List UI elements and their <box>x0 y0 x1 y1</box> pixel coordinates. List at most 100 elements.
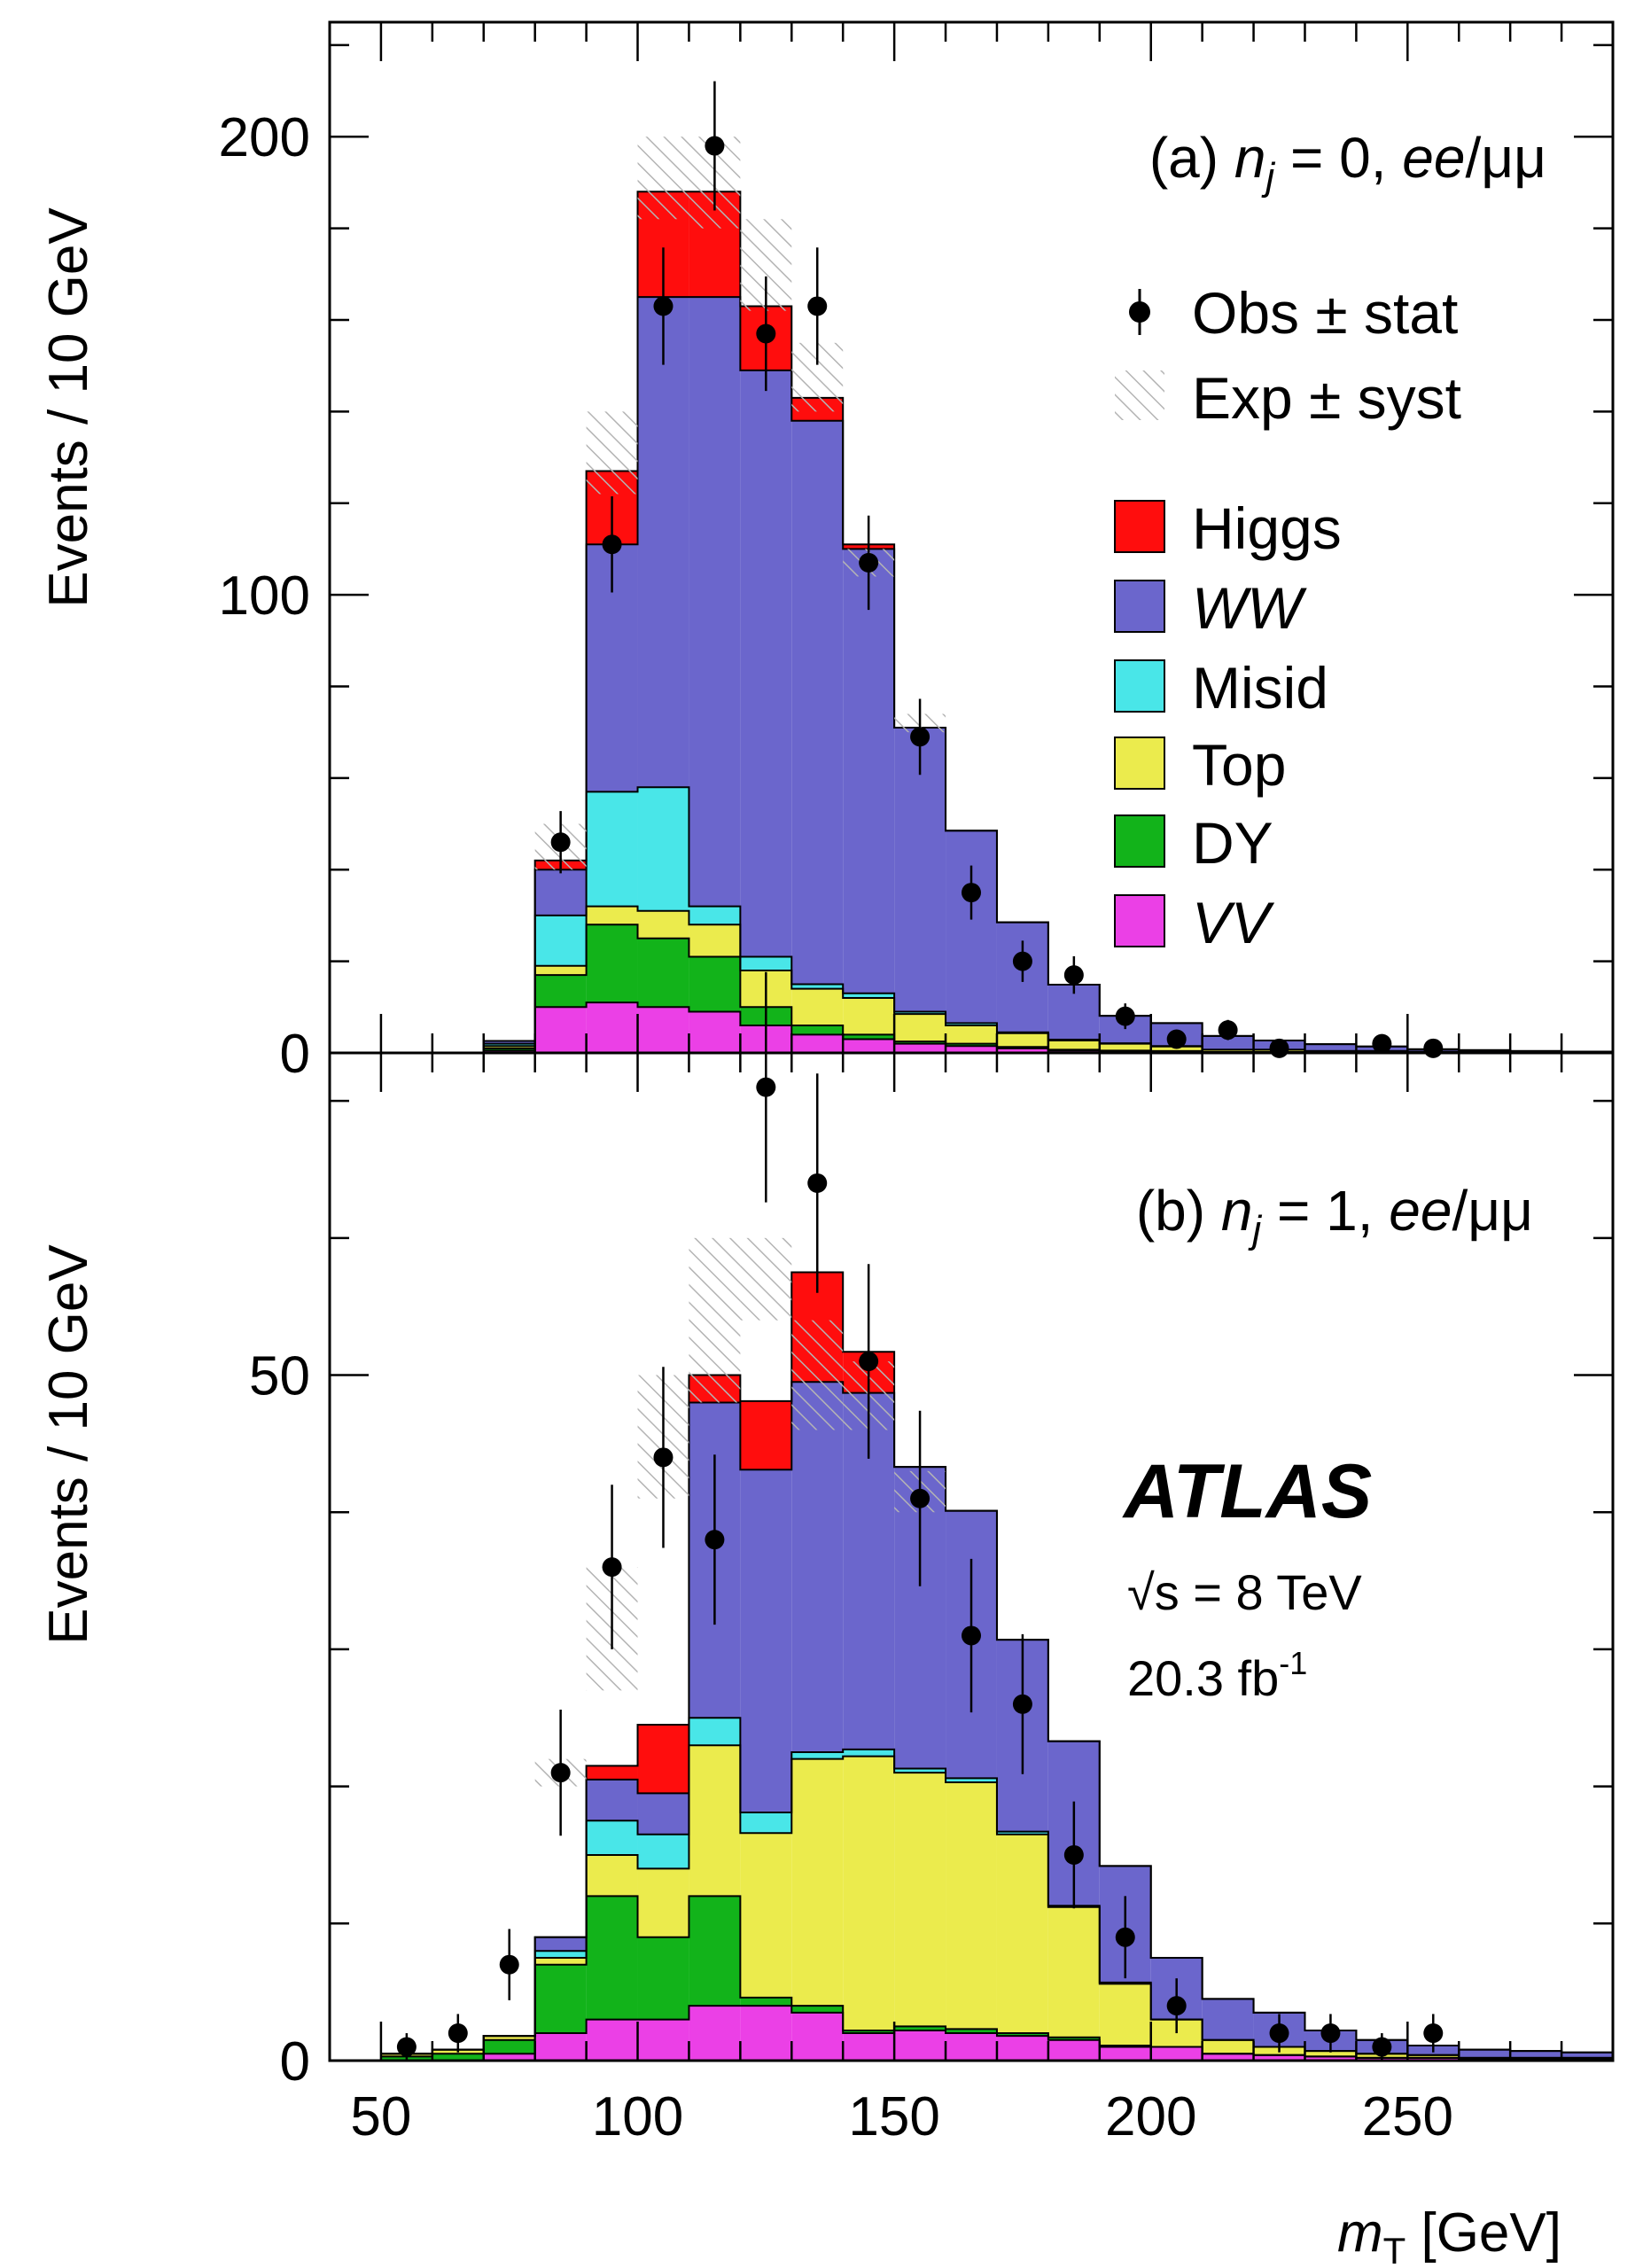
panel-b-data-point <box>1166 1996 1187 2016</box>
legend-label-higgs: Higgs <box>1192 495 1342 561</box>
panel-b-x-tick-label: 150 <box>848 2086 939 2147</box>
panel-a-top-bar <box>946 1025 997 1044</box>
panel-b-misid-bar <box>843 1749 895 1757</box>
panel-a-misid-bar <box>894 1011 946 1015</box>
panel-a-data-point <box>807 296 828 316</box>
legend-item-vv: VV <box>1114 890 1275 955</box>
legend-swatch-ww <box>1114 580 1165 633</box>
panel-b-syst-band-bin <box>791 1320 844 1430</box>
panel-a-ww-bar <box>483 1040 535 1044</box>
legend-label-syst: Exp ± syst <box>1192 365 1461 431</box>
legend-item-obs: Obs ± stat <box>1129 280 1458 346</box>
panel-b-top-bar <box>1047 1906 1100 2038</box>
panel-b-ww-bar <box>534 1937 587 1952</box>
panel-b-data-point <box>1012 1694 1032 1714</box>
legend-item-higgs: Higgs <box>1114 495 1342 561</box>
panel-b-data-point <box>550 1763 571 1783</box>
panel-a-y-tick-label: 200 <box>219 107 310 168</box>
panel-b-top-bar <box>1407 2054 1460 2058</box>
panel-b-vv-bar <box>996 2036 1048 2061</box>
panel-b-data-point <box>705 1530 725 1550</box>
panel-a-vv-bar <box>637 1007 689 1053</box>
panel-a-top-bar <box>534 965 587 976</box>
panel-b-ww-bar <box>1459 2049 1511 2058</box>
legend-item-dy: DY <box>1114 810 1273 876</box>
panel-b-misid-bar <box>740 1812 792 1834</box>
panel-b-ticks <box>330 1053 1613 2062</box>
panel-b-data-point <box>962 1625 981 1646</box>
panel-a-dy-bar <box>534 975 587 1008</box>
panel-a-top-bar <box>996 1033 1048 1048</box>
panel-a-misid-bar <box>483 1043 535 1047</box>
legend-swatch-higgs <box>1114 500 1165 553</box>
panel-b-ww-bar <box>637 1793 689 1835</box>
panel-a-dy-bar <box>689 956 741 1012</box>
panel-a-syst-band-bin <box>586 411 638 495</box>
panel-b-dy-bar <box>586 1896 638 2020</box>
panel-a-vv-bar <box>534 1007 587 1053</box>
panel-b-data-point <box>396 2037 417 2057</box>
panel-a-top-bar <box>894 1014 946 1042</box>
panel-b-vv-bar <box>637 2019 689 2061</box>
panel-a-data-point <box>1115 1006 1135 1026</box>
panel-b-ww-bar <box>1202 1999 1254 2040</box>
panel-a-ticks <box>330 22 1613 1055</box>
panel-a-misid-bar <box>843 993 895 998</box>
panel-a-y-tick-label: 100 <box>219 565 310 627</box>
panel-a-data-point <box>705 136 725 156</box>
panel-b-vv-bar <box>894 2030 946 2061</box>
panel-a-vv-bar <box>894 1043 946 1053</box>
panel-b-top-bar <box>894 1773 946 2027</box>
panel-b-misid-bar <box>996 1831 1048 1835</box>
panel-b-top-bar <box>689 1745 741 1897</box>
panel-b-vv-bar <box>534 2033 587 2061</box>
panel-b-top-bar <box>1099 1984 1151 2046</box>
legend-item-syst: Exp ± syst <box>1115 365 1461 431</box>
panel-a-misid-bar <box>689 906 741 925</box>
panel-b-frame <box>328 1051 1615 2062</box>
legend-swatch-top <box>1114 737 1165 790</box>
panel-b-top-bar <box>1202 2039 1254 2054</box>
legend-label-misid: Misid <box>1192 655 1328 721</box>
legend-item-misid: Misid <box>1114 655 1328 721</box>
panel-a-misid-bar <box>740 956 792 970</box>
panel-a-data-point <box>1063 965 1084 986</box>
panel-b-vv-bar <box>791 2012 844 2061</box>
panel-a-top-bar <box>1047 1040 1100 1050</box>
panel-b-dy-bar <box>689 1896 741 2007</box>
panel-a-vv-bar <box>996 1048 1048 1053</box>
panel-a-top-bar <box>1202 1049 1254 1052</box>
panel-b-dy-bar <box>1047 2037 1100 2040</box>
panel-b-top-bar <box>534 1957 587 1965</box>
panel-b-dy-bar <box>843 2030 895 2034</box>
panel-b-data-point <box>910 1488 931 1508</box>
panel-a-data-point <box>1166 1029 1187 1049</box>
panel-b-top-bar <box>586 1854 638 1897</box>
panel-a-data-point <box>859 552 879 573</box>
panel-b: 0 50 50 100 150 200 250 Events / 10 GeV (b) nj… <box>38 971 1615 2147</box>
panel-b-vv-bar <box>586 2019 638 2061</box>
panel-b-top-bar <box>791 1758 844 2007</box>
legend-swatch-dy <box>1114 814 1165 868</box>
legend-label-dy: DY <box>1192 810 1273 876</box>
panel-a: 0 100 200 Events / 10 GeV (a) nj = 0, ee/μ… <box>38 20 1615 1085</box>
panel-a-vv-bar <box>689 1011 741 1053</box>
panel-b-dy-bar <box>996 2033 1048 2037</box>
panel-a-tick-labels: 0 100 200 <box>219 107 310 1085</box>
legend-label-obs: Obs ± stat <box>1192 280 1458 346</box>
panel-b-data-point <box>756 1077 776 1097</box>
panel-a-vv-bar <box>843 1039 895 1053</box>
legend-item-top: Top <box>1114 732 1286 798</box>
panel-b-misid-bar <box>534 1951 587 1958</box>
legend-item-ww: WW <box>1114 575 1307 641</box>
panel-b-data-point <box>499 1954 519 1975</box>
panel-b-higgs-bar <box>637 1725 689 1794</box>
panel-b-x-tick-label: 250 <box>1362 2086 1453 2147</box>
panel-b-vv-bar <box>1099 2046 1151 2061</box>
legend-hatch-icon <box>1115 370 1164 420</box>
atlas-label: ATLAS <box>1122 1449 1372 1534</box>
panel-b-top-bar <box>483 2036 535 2040</box>
panel-b-data-point <box>1115 1927 1135 1947</box>
panel-b-stack <box>380 1271 1613 2061</box>
